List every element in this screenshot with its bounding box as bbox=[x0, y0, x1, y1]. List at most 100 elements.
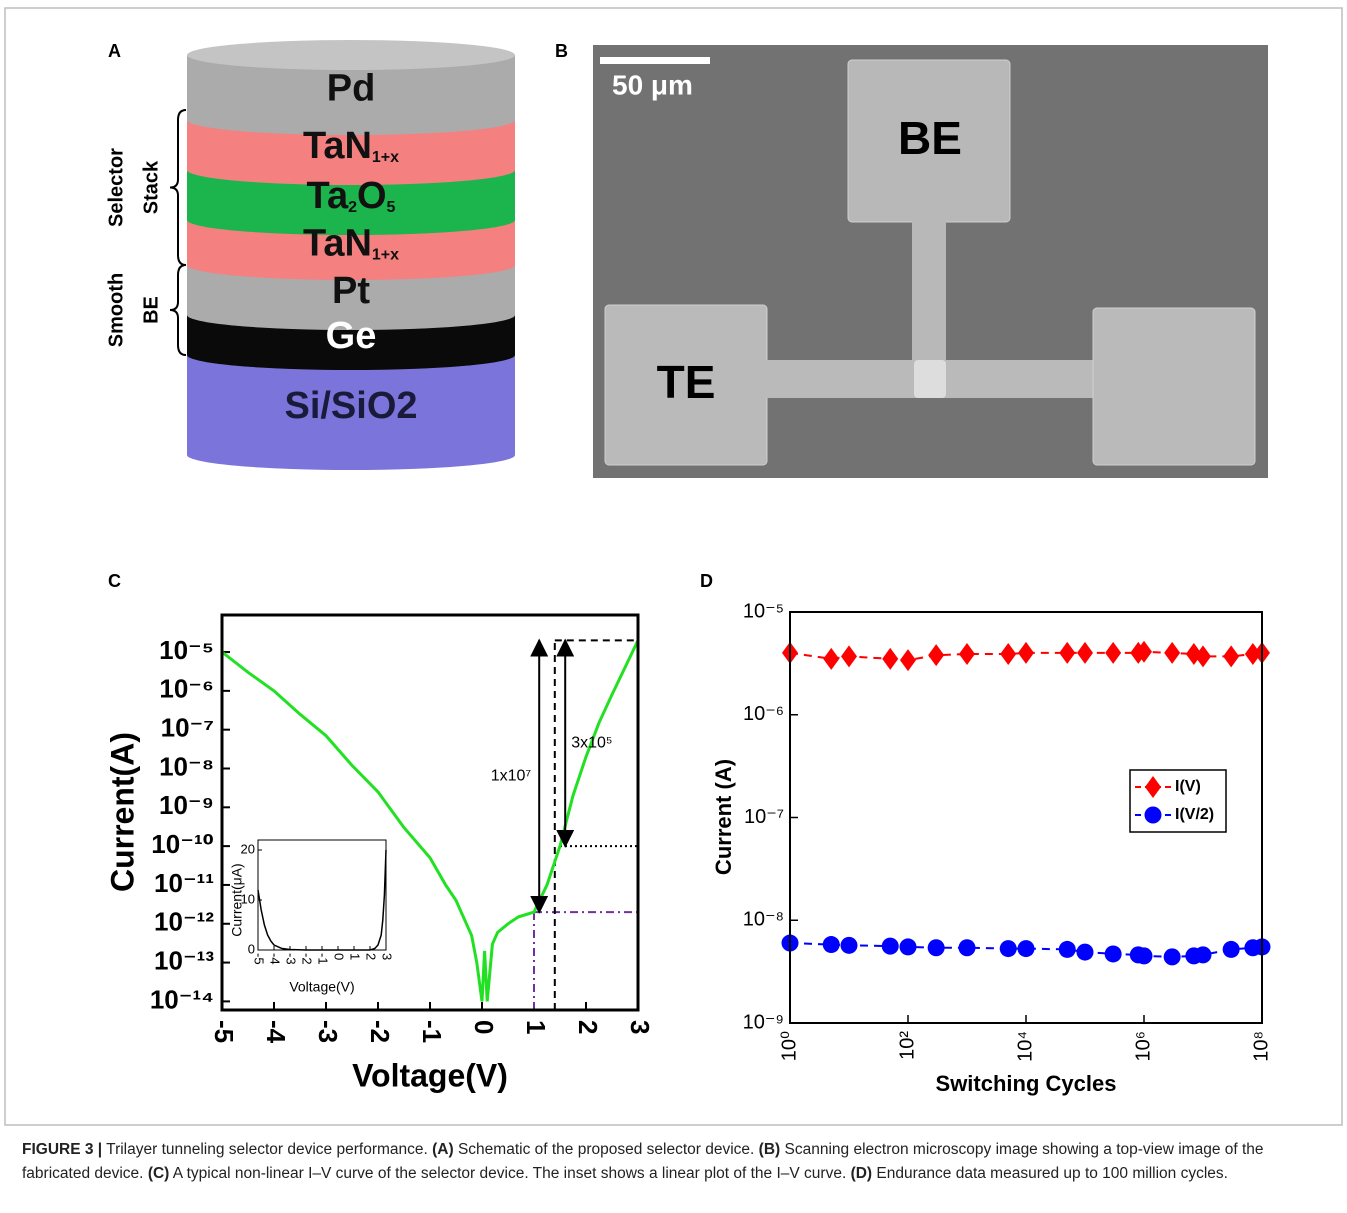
diamond-marker bbox=[1000, 643, 1016, 665]
brace bbox=[170, 110, 186, 265]
diamond-marker bbox=[1077, 642, 1093, 664]
subscript: 5 bbox=[387, 199, 396, 216]
diamond-marker bbox=[1105, 642, 1121, 664]
y-tick-label: 10⁻¹³ bbox=[154, 945, 214, 975]
legend-label: I(V/2) bbox=[1175, 806, 1214, 823]
subscript: 1+x bbox=[372, 247, 399, 264]
inset-x-tick-label: -5 bbox=[252, 953, 267, 965]
y-tick-label: 10⁻⁹ bbox=[743, 1011, 784, 1033]
y-tick-label: 10⁻⁷ bbox=[744, 806, 784, 828]
diamond-marker bbox=[841, 645, 857, 667]
circle-marker bbox=[1077, 944, 1094, 961]
subscript: 1+x bbox=[372, 149, 399, 166]
inset-frame bbox=[258, 840, 386, 950]
caption-text: Endurance data measured up to 100 millio… bbox=[876, 1165, 1228, 1182]
diamond-marker bbox=[882, 648, 898, 670]
inset-x-tick-label: 2 bbox=[364, 953, 379, 960]
brace-label: BE bbox=[140, 296, 162, 324]
circle-marker bbox=[959, 939, 976, 956]
electrode-label: BE bbox=[898, 112, 962, 164]
layer-top bbox=[187, 40, 515, 70]
circle-marker bbox=[1105, 945, 1122, 962]
circle-marker bbox=[1164, 948, 1181, 965]
circle-marker bbox=[1059, 941, 1076, 958]
x-tick-label: -2 bbox=[365, 1020, 395, 1043]
circle-marker bbox=[900, 938, 917, 955]
caption-text: Trilayer tunneling selector device perfo… bbox=[106, 1141, 428, 1158]
caption-panel-ref: (B) bbox=[759, 1141, 781, 1158]
inset-curve bbox=[258, 850, 386, 950]
iv-curve bbox=[222, 640, 638, 1001]
panel-letter: D bbox=[700, 571, 713, 591]
y-tick-label: 10⁻¹⁴ bbox=[150, 984, 214, 1014]
subscript: 2 bbox=[348, 199, 357, 216]
x-tick-label: 10⁶ bbox=[1132, 1031, 1154, 1061]
x-tick-label: 10⁸ bbox=[1250, 1031, 1272, 1062]
y-tick-label: 10⁻⁵ bbox=[743, 600, 784, 622]
y-tick-label: 10⁻¹⁰ bbox=[151, 829, 214, 859]
x-axis-label: Voltage(V) bbox=[352, 1057, 508, 1093]
circle-marker bbox=[1000, 940, 1017, 957]
diamond-marker bbox=[928, 644, 944, 666]
te-pad-right bbox=[1093, 308, 1255, 465]
circle-marker bbox=[823, 936, 840, 953]
x-tick-label: -3 bbox=[313, 1020, 343, 1043]
formula-part: Pt bbox=[332, 270, 370, 312]
inset-x-tick-label: 1 bbox=[348, 953, 363, 960]
inset-y-tick-label: 20 bbox=[241, 841, 255, 856]
inset-x-tick-label: -1 bbox=[316, 953, 331, 965]
diamond-marker bbox=[959, 643, 975, 665]
x-tick-label: 2 bbox=[573, 1020, 603, 1034]
caption-panel-ref: (A) bbox=[432, 1141, 454, 1158]
formula-part: Ta bbox=[307, 175, 349, 217]
x-axis-label: Switching Cycles bbox=[936, 1071, 1117, 1096]
circle-marker bbox=[928, 939, 945, 956]
x-tick-label: -1 bbox=[417, 1020, 447, 1043]
circle-marker bbox=[1223, 941, 1240, 958]
junction bbox=[914, 360, 946, 398]
formula-part: Si/SiO2 bbox=[284, 385, 417, 427]
x-tick-label: 10⁴ bbox=[1014, 1031, 1036, 1062]
caption-text: Schematic of the proposed selector devic… bbox=[458, 1141, 754, 1158]
panel-letter: A bbox=[108, 41, 121, 61]
brace-label: Smooth bbox=[105, 273, 127, 347]
page: {"panel_a": {"letter": "A", "layers": [ … bbox=[0, 0, 1347, 1213]
y-tick-label: 10⁻¹² bbox=[154, 907, 214, 937]
y-axis-label: Current (A) bbox=[711, 759, 736, 875]
panel-d: D10⁻⁹10⁻⁸10⁻⁷10⁻⁶10⁻⁵10⁰10²10⁴10⁶10⁸I(V)… bbox=[700, 571, 1272, 1096]
caption-panel-ref: (D) bbox=[851, 1165, 873, 1182]
ratio-label: 3x10⁵ bbox=[571, 734, 612, 751]
formula-part: Pd bbox=[327, 68, 376, 110]
circle-marker bbox=[1018, 940, 1035, 957]
y-tick-label: 10⁻¹¹ bbox=[154, 868, 214, 898]
brace-label: Selector bbox=[105, 148, 127, 227]
x-tick-label: -4 bbox=[261, 1020, 291, 1044]
scale-bar-label: 50 μm bbox=[612, 69, 693, 100]
caption-text: A typical non-linear I–V curve of the se… bbox=[173, 1165, 846, 1182]
formula-part: Ge bbox=[326, 315, 377, 357]
inset-x-tick-label: 3 bbox=[380, 953, 395, 960]
layer-label: Pd bbox=[327, 68, 376, 110]
inset-y-label: Current(μA) bbox=[229, 863, 245, 936]
legend-label: I(V) bbox=[1175, 778, 1201, 795]
brace-label: Stack bbox=[140, 160, 162, 214]
scale-bar bbox=[600, 57, 710, 64]
circle-marker bbox=[841, 937, 858, 954]
y-tick-label: 10⁻⁷ bbox=[161, 713, 214, 743]
diamond-marker bbox=[1059, 642, 1075, 664]
formula-part: O bbox=[357, 175, 387, 217]
plot-frame bbox=[222, 615, 638, 1010]
y-tick-label: 10⁻⁶ bbox=[743, 703, 784, 725]
caption-label: FIGURE 3 | bbox=[22, 1141, 102, 1158]
y-tick-label: 10⁻⁸ bbox=[159, 751, 214, 781]
formula-part: TaN bbox=[303, 223, 372, 265]
diamond-marker bbox=[1018, 642, 1034, 664]
panel-b: B50 μmBETE bbox=[555, 41, 1268, 478]
inset-x-label: Voltage(V) bbox=[289, 979, 354, 995]
circle-marker bbox=[1195, 946, 1212, 963]
diamond-marker bbox=[900, 649, 916, 671]
panel-letter: B bbox=[555, 41, 568, 61]
circle-marker bbox=[882, 938, 899, 955]
